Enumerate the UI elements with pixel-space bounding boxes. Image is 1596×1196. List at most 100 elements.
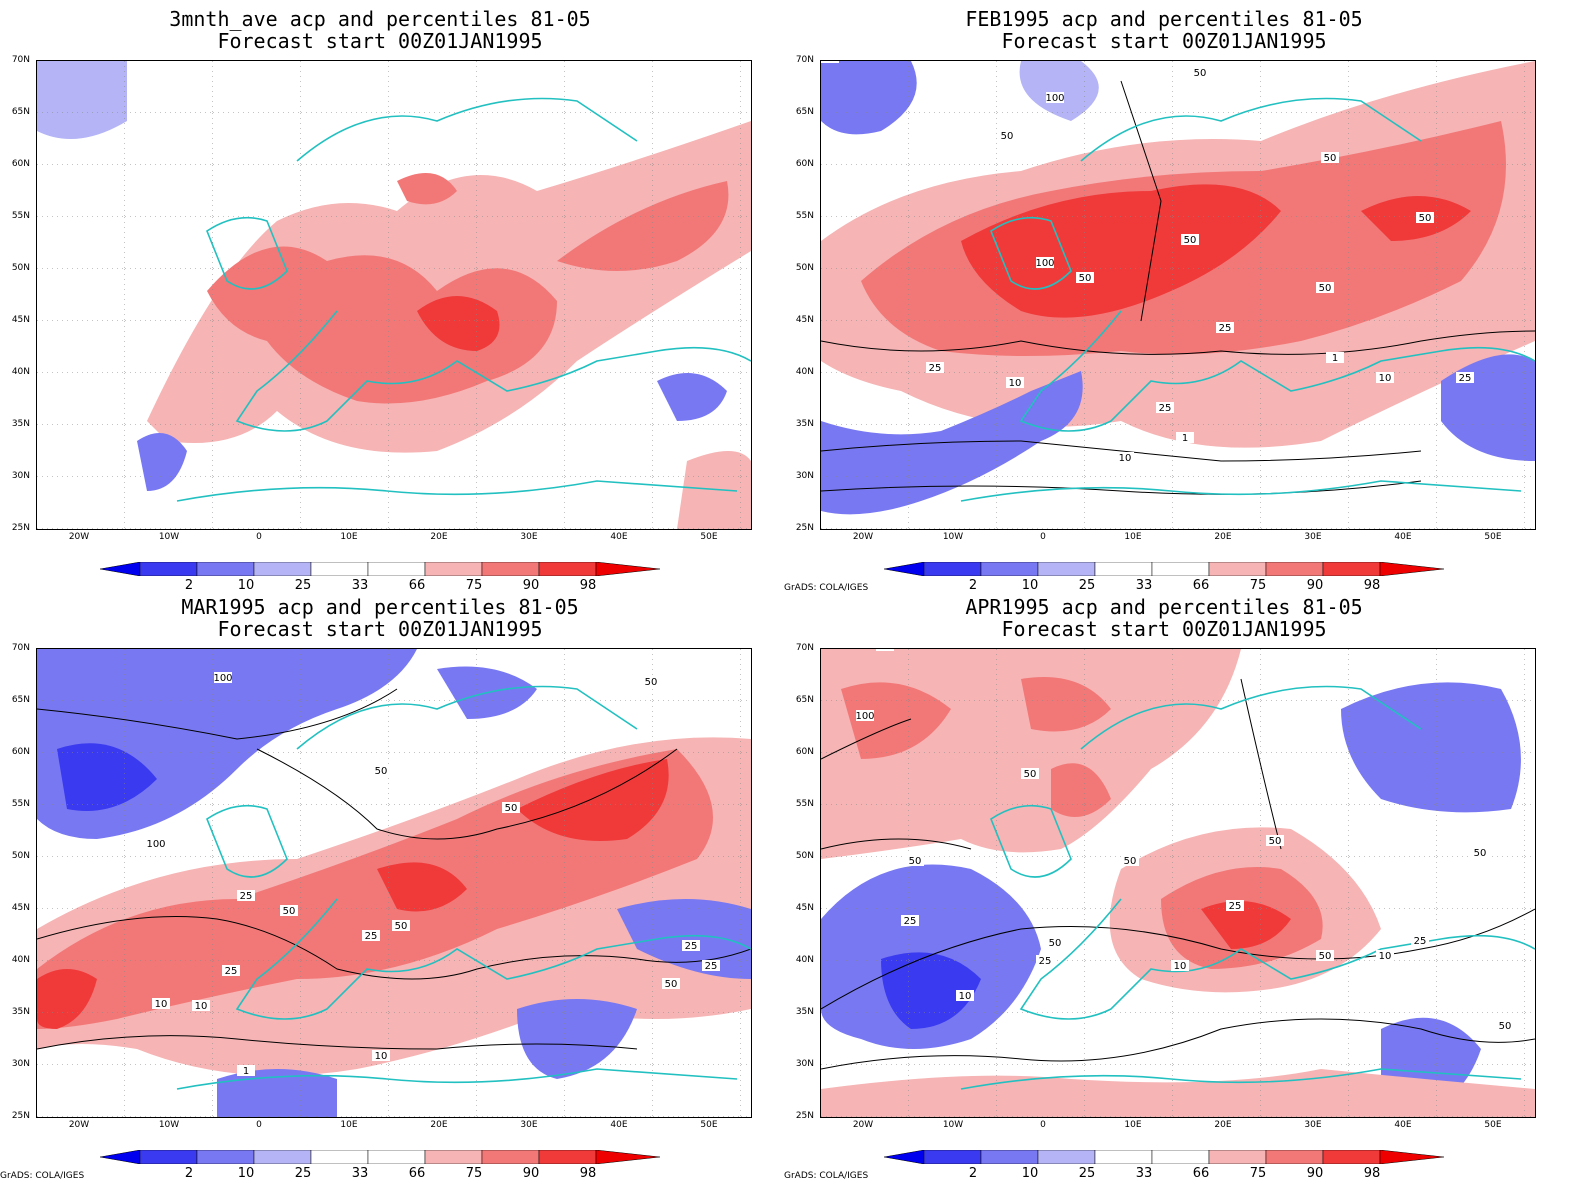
lon-label: 20W — [852, 1120, 874, 1130]
lat-label: 45N — [11, 903, 30, 913]
lat-label: 65N — [795, 107, 814, 117]
contour-label-bg — [1376, 372, 1394, 383]
lon-label: 20W — [852, 532, 874, 542]
lat-label: 70N — [11, 55, 30, 65]
contour-label: 50 — [1001, 131, 1014, 142]
contour-label-bg — [237, 1065, 255, 1076]
contour-label: 10 — [195, 1001, 208, 1012]
contour-label: 25 — [1459, 373, 1472, 384]
contour-label-bg — [237, 890, 255, 901]
contour-label-bg — [214, 672, 232, 683]
contour-label-bg — [1226, 900, 1244, 911]
contour-label-bg — [1416, 212, 1434, 223]
lat-label: 35N — [795, 1007, 814, 1017]
colorbar-label: 2 — [184, 1166, 194, 1181]
contour-label: 50 — [1194, 68, 1207, 79]
contour-label-bg — [1116, 452, 1134, 463]
colorbar-label: 25 — [1078, 578, 1096, 593]
contour-label-bg — [1316, 282, 1334, 293]
contour-label-bg — [901, 915, 919, 926]
contour-label: 50 — [505, 803, 518, 814]
contour-label-bg — [372, 765, 390, 776]
contour-label: 50 — [1474, 848, 1487, 859]
lon-label: 10E — [340, 532, 358, 542]
contour-label-bg — [502, 802, 520, 813]
colorbar-label: 33 — [351, 1166, 369, 1181]
contour-label-bg — [1046, 92, 1064, 103]
contour-label: 10 — [1009, 378, 1022, 389]
lat-label: 60N — [795, 747, 814, 757]
contour-label: 50 — [1319, 951, 1332, 962]
contour-label: 25 — [1229, 901, 1242, 912]
contour-label: 10 — [1379, 373, 1392, 384]
contour-label-bg — [1171, 960, 1189, 971]
lat-label: 40N — [11, 367, 30, 377]
lon-label: 50E — [700, 1120, 718, 1130]
map-field: 1005050200100505010050505050252510102510… — [821, 61, 1535, 529]
contour-label-bg — [1326, 352, 1344, 363]
contour-label: 100 — [1035, 258, 1054, 269]
contour-label-bg — [392, 920, 410, 931]
contour-label: 50 — [645, 677, 658, 688]
lon-label: 20W — [68, 532, 90, 542]
lon-label: 0 — [1040, 1120, 1046, 1130]
lat-label: 25N — [11, 523, 30, 533]
contour-label: 10 — [959, 991, 972, 1002]
contour-label-bg — [1006, 377, 1024, 388]
lon-label: 30E — [520, 1120, 538, 1130]
map-field: 1001001001005050501002550502525105025101… — [37, 649, 751, 1117]
contour-label: 25 — [240, 891, 253, 902]
panel-title: APR1995 acp and percentiles 81-05 — [965, 595, 1363, 619]
lon-label: 40E — [610, 1120, 628, 1130]
contour-label: 25 — [225, 966, 238, 977]
contour-label-bg — [1471, 847, 1489, 858]
contour-label: 50 — [909, 856, 922, 867]
lat-label: 60N — [11, 159, 30, 169]
lon-label: 40E — [610, 532, 628, 542]
contour-label: 10 — [155, 999, 168, 1010]
lat-label: 50N — [795, 263, 814, 273]
contour-label-bg — [1216, 322, 1234, 333]
lon-label: 0 — [256, 532, 262, 542]
colorbar-label: 25 — [1078, 1166, 1096, 1181]
contour-label-bg — [662, 978, 680, 989]
map-plot: 1005050200100505010050505050252510102510… — [820, 60, 1536, 530]
contour-label-bg — [1266, 835, 1284, 846]
lon-label: 20E — [1214, 1120, 1232, 1130]
lon-label: 0 — [1040, 532, 1046, 542]
lat-label: 65N — [11, 107, 30, 117]
lon-label: 10E — [340, 1120, 358, 1130]
colorbar-label: 75 — [465, 1166, 483, 1181]
map-plot — [36, 60, 752, 530]
lat-label: 25N — [795, 523, 814, 533]
contour-label: 10 — [375, 1051, 388, 1062]
lat-label: 55N — [11, 799, 30, 809]
contour-label-bg — [1181, 234, 1199, 245]
colorbar-label: 25 — [294, 1166, 312, 1181]
lat-label: 30N — [795, 471, 814, 481]
colorbar-label: 75 — [1249, 578, 1267, 593]
contour-label: 25 — [1039, 956, 1052, 967]
lon-label: 50E — [1484, 1120, 1502, 1130]
colorbar-label: 2 — [968, 1166, 978, 1181]
lat-label: 70N — [795, 55, 814, 65]
contour-label: 100 — [855, 711, 874, 722]
lat-label: 45N — [11, 315, 30, 325]
lon-label: 30E — [1304, 532, 1322, 542]
lon-label: 10W — [942, 532, 964, 542]
colorbar-label: 66 — [1192, 578, 1210, 593]
panel-title: FEB1995 acp and percentiles 81-05 — [965, 7, 1363, 31]
lon-label: 50E — [1484, 532, 1502, 542]
lat-label: 45N — [795, 903, 814, 913]
contour-label: 100 — [146, 839, 165, 850]
lat-label: 65N — [795, 695, 814, 705]
contour-label-bg — [926, 362, 944, 373]
contour-label: 50 — [1319, 283, 1332, 294]
lat-label: 65N — [11, 695, 30, 705]
contour-label-bg — [998, 130, 1016, 141]
colorbar-label: 90 — [1306, 578, 1324, 593]
lat-label: 40N — [795, 955, 814, 965]
colorbar — [884, 1150, 1444, 1164]
contour-label-bg — [1156, 402, 1174, 413]
colorbar-label: 66 — [408, 1166, 426, 1181]
